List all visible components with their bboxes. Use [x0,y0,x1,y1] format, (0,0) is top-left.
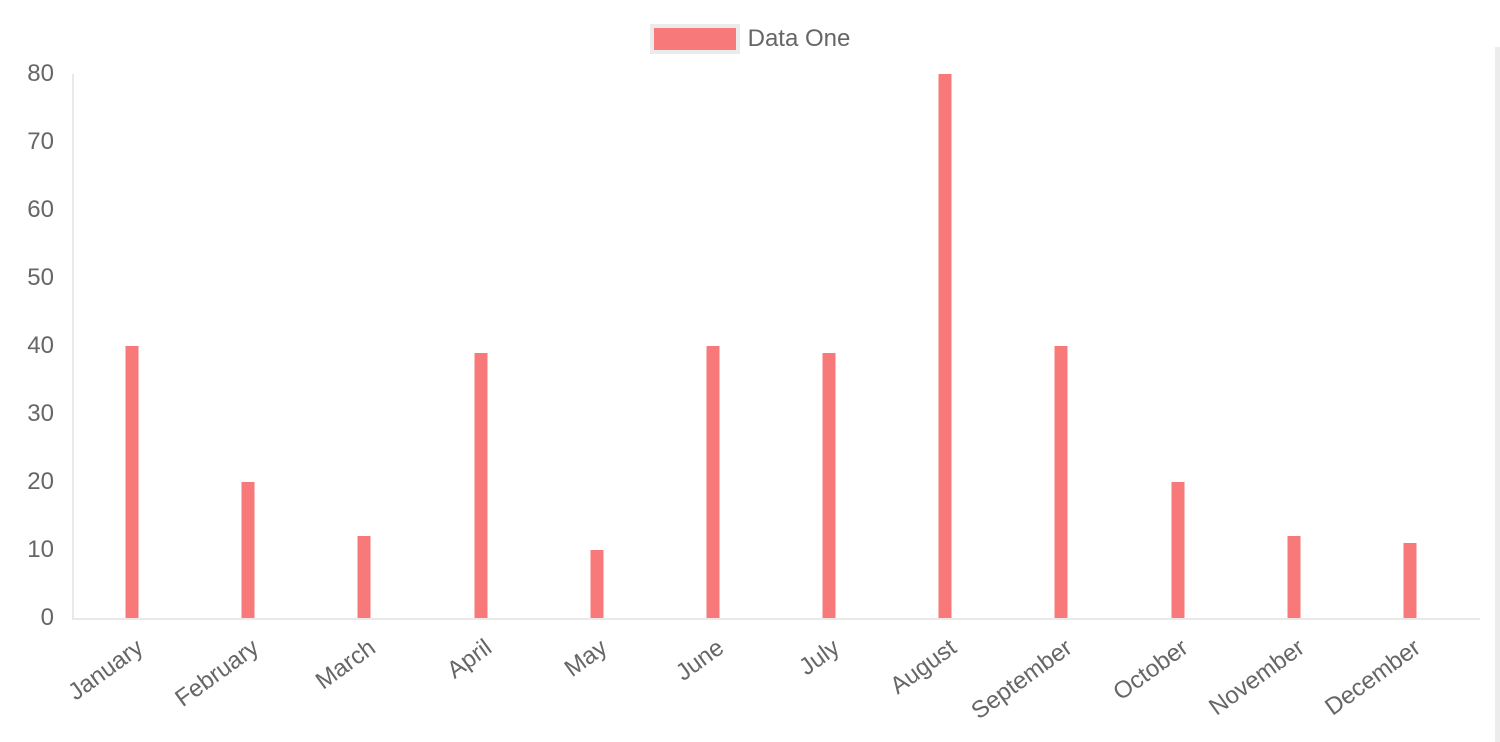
y-tick-label-60: 60 [27,196,54,223]
x-axis-line [72,618,1480,620]
category-column-november: November [1204,74,1352,721]
y-tick-label-50: 50 [27,264,54,291]
x-tick-label-october: October [1108,634,1194,707]
bar-february [241,482,255,618]
category-column-december: December [1320,74,1468,721]
x-tick-label-february: February [170,634,265,713]
y-tick-label-0: 0 [40,604,54,631]
x-tick-label-august: August [884,634,962,700]
category-column-september: September [966,74,1119,725]
bar-august [938,74,952,618]
right-edge-scrollbar[interactable] [1495,47,1500,742]
bar-july [822,352,836,618]
category-column-april: April [423,74,539,684]
category-column-february: February [171,74,306,712]
category-column-july: July [771,74,887,681]
legend-item-data-one[interactable]: Data One [649,24,851,54]
x-tick-label-july: July [794,634,845,681]
x-tick-label-april: April [441,634,497,685]
bar-april [474,352,488,618]
category-column-june: June [655,74,771,686]
bar-june [706,346,720,618]
legend-label: Data One [747,25,851,52]
x-tick-label-june: June [670,634,729,687]
bar-september [1054,346,1068,618]
bar-may [590,550,604,618]
bar-november [1287,536,1301,618]
category-column-october: October [1109,74,1236,706]
bar-december [1403,543,1417,618]
y-tick-label-70: 70 [27,128,54,155]
y-tick-label-20: 20 [27,468,54,495]
y-tick-label-10: 10 [27,536,54,563]
y-tick-label-80: 80 [27,60,54,87]
x-tick-label-march: March [310,634,381,696]
x-tick-label-january: January [63,634,148,707]
legend: Data One [0,24,1500,54]
y-axis-line [72,74,74,620]
category-column-may: May [539,74,655,682]
x-tick-label-september: September [966,634,1078,725]
bar-march [357,536,371,618]
y-tick-label-40: 40 [27,332,54,359]
bar-october [1171,482,1185,618]
category-column-january: January [63,74,190,706]
legend-color-swatch [649,24,740,54]
x-tick-label-december: December [1320,634,1426,721]
bar-columns: January February March April May June July Augu… [63,74,1468,725]
x-tick-label-may: May [560,634,613,683]
bar-january [125,346,139,618]
plot-area: January February March April May June July Augu… [63,74,1468,725]
category-column-march: March [306,74,422,695]
y-tick-label-30: 30 [27,400,54,427]
x-tick-label-november: November [1204,634,1310,721]
category-column-august: August [885,74,1003,700]
